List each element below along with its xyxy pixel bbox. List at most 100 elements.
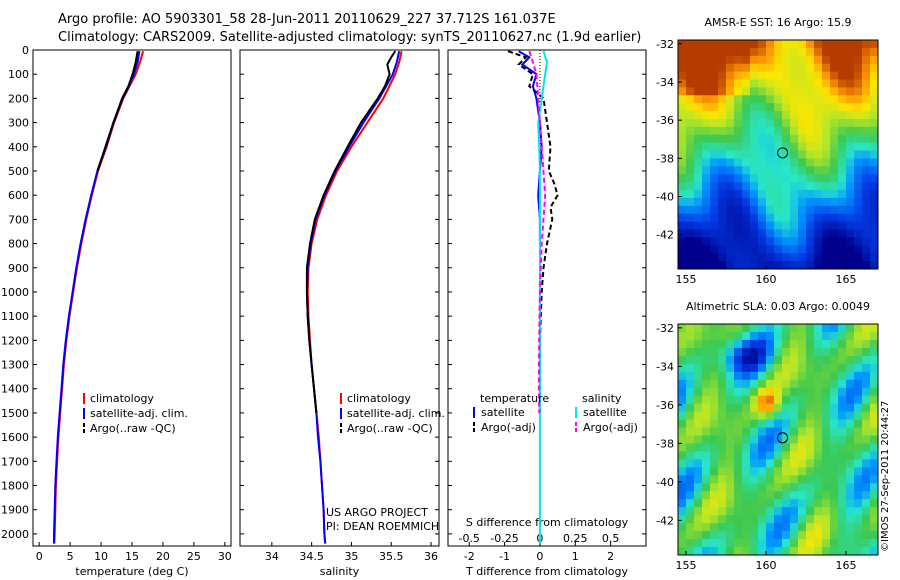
sla_map-cell <box>798 379 807 389</box>
sla_map-cell <box>726 419 735 429</box>
sla_map-cell <box>694 324 703 333</box>
sst_map-cell <box>830 213 839 223</box>
sla_map-cell <box>726 427 735 437</box>
sst_map-cell <box>806 63 815 73</box>
salinity-xtick-label: 35 <box>344 550 358 563</box>
sst_map-cell <box>854 55 863 65</box>
sla_map-cell <box>710 363 719 373</box>
sla_map-cell <box>862 363 871 373</box>
sla_map-cell <box>814 483 823 492</box>
sla_map-cell <box>726 355 735 365</box>
sst_map-cell <box>766 174 775 183</box>
sst_map-cell <box>822 134 831 144</box>
temperature-ytick-label: 1400 <box>1 383 29 396</box>
sst_map-cell <box>726 126 735 136</box>
temperature-ytick-label: 1900 <box>1 504 29 517</box>
sla_map-cell <box>766 523 775 532</box>
sla_map-cell <box>686 547 695 556</box>
sst_map-cell <box>750 253 759 262</box>
sst_map-cell <box>710 118 719 128</box>
sst_map-cell <box>710 166 719 175</box>
sla_map-cell <box>846 379 855 389</box>
sla_map-cell <box>774 331 783 341</box>
sla_map-cell <box>726 483 735 492</box>
sla_map-cell <box>742 331 751 341</box>
sla_map-cell <box>790 371 799 381</box>
sst_map-cell <box>798 166 807 175</box>
sst_map-cell <box>854 150 863 159</box>
sst_map-cell <box>854 87 863 96</box>
sla_map-cell <box>790 459 799 468</box>
sla_map-cell <box>774 443 783 452</box>
sst_map-cell <box>854 253 863 262</box>
sla_map-cell <box>830 395 839 405</box>
sst_map-cell <box>678 205 687 215</box>
sla_map-cell <box>766 467 775 476</box>
sst_map-cell <box>854 190 863 199</box>
sst_map-cell <box>798 55 807 65</box>
sla_map-cell <box>846 395 855 405</box>
sst_map-cell <box>790 103 799 112</box>
sla_map-cell <box>782 523 791 532</box>
sla_map-cell <box>870 451 879 460</box>
sst_map-cell <box>766 63 775 73</box>
sst_map-cell <box>774 158 783 167</box>
sla_map-cell <box>758 515 767 524</box>
sst_map-cell <box>702 150 711 159</box>
sst_map-cell <box>726 40 735 49</box>
sla_map-cell <box>774 363 783 373</box>
sla_map-cell <box>694 355 703 365</box>
sst_map-cell <box>870 142 879 152</box>
sla_map-cell <box>718 379 727 389</box>
sst_map-cell <box>726 190 735 199</box>
sst_map-cell <box>694 71 703 80</box>
sla_map-cell <box>798 347 807 357</box>
sst_map-cell <box>718 40 727 49</box>
sst_map-cell <box>830 150 839 159</box>
sla_map-cell <box>870 371 879 381</box>
sla_map-cell <box>686 459 695 468</box>
sla_map-cell <box>862 379 871 389</box>
sla_map-cell <box>782 355 791 365</box>
sst_map-cell <box>734 63 743 73</box>
sla_map-cell <box>758 419 767 429</box>
sla_map-cell <box>854 387 863 397</box>
sst_map-cell <box>814 103 823 112</box>
sla_map-cell <box>742 547 751 556</box>
sst_map-cell <box>766 253 775 262</box>
sla_map-cell <box>726 324 735 333</box>
sla_map-cell <box>718 419 727 429</box>
sst_map-cell <box>694 95 703 104</box>
sla_map-cell <box>702 419 711 429</box>
sst_map-cell <box>678 150 687 159</box>
sla_map-cell <box>854 363 863 373</box>
sst_map-cell <box>678 79 687 88</box>
sla_map-cell <box>742 443 751 452</box>
sla_map-cell <box>862 451 871 460</box>
sst_map-cell <box>702 229 711 238</box>
sst_map-cell <box>830 166 839 175</box>
sla_map-cell <box>678 355 687 365</box>
sst_map-cell <box>766 40 775 49</box>
sla_map-cell <box>750 539 759 548</box>
sst_map-cell <box>838 150 847 159</box>
sla_map-cell <box>686 379 695 389</box>
sst_map-cell <box>758 95 767 104</box>
sla_map-cell <box>678 363 687 373</box>
sst_map-cell <box>734 87 743 96</box>
sst_map-cell <box>822 55 831 65</box>
sst_map-cell <box>838 190 847 199</box>
sst_map-cell <box>726 79 735 88</box>
sst_map-cell <box>734 190 743 199</box>
sst_map-cell <box>726 166 735 175</box>
sst_map-cell <box>846 55 855 65</box>
sst_map-cell <box>846 71 855 80</box>
sla_map-cell <box>798 403 807 413</box>
sla_map-cell <box>838 491 847 500</box>
sla_map-cell <box>782 371 791 381</box>
sst_map-cell <box>870 245 879 254</box>
sst_map-cell <box>742 245 751 254</box>
sla_map-cell <box>838 355 847 365</box>
sst_map-cell <box>814 87 823 96</box>
sla_map-cell <box>798 339 807 349</box>
